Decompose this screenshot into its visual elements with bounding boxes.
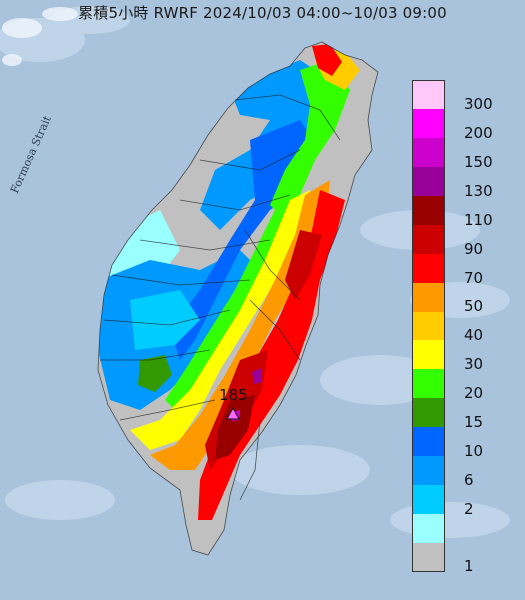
legend-label: 40	[464, 326, 484, 345]
legend-label: 150	[464, 152, 493, 171]
rain-zone-darkred	[285, 230, 322, 300]
legend-swatch	[412, 195, 445, 225]
legend-item: 200	[412, 108, 512, 142]
legend-label: 1	[464, 556, 474, 575]
legend-swatch	[412, 253, 445, 283]
map-title: 累積5小時 RWRF 2024/10/03 04:00~10/03 09:00	[78, 4, 447, 22]
legend-item: 20	[412, 369, 512, 403]
rain-zone-green-band	[165, 200, 300, 410]
legend-swatch	[412, 369, 445, 399]
legend-item: 150	[412, 137, 512, 171]
legend-item: 90	[412, 224, 512, 258]
rain-zone-orange	[150, 180, 330, 470]
legend-item: 300	[412, 80, 512, 113]
legend-swatch	[412, 485, 445, 515]
max-value-label: 185	[219, 386, 248, 404]
snow-cloud-patches	[2, 7, 78, 66]
legend-swatch	[412, 166, 445, 196]
legend-swatch	[412, 80, 445, 109]
legend-item: 50	[412, 282, 512, 316]
rain-zone-maroon	[215, 395, 255, 460]
legend-swatch	[412, 456, 445, 486]
legend-item: 110	[412, 195, 512, 229]
triangle-marker-icon	[226, 406, 240, 420]
legend-swatch	[412, 282, 445, 312]
legend-label: 10	[464, 442, 484, 461]
legend-item: 2	[412, 485, 512, 519]
legend-item: 10	[412, 427, 512, 461]
legend-swatch	[412, 311, 445, 341]
legend-label: 50	[464, 297, 484, 316]
rain-zone-green-central	[138, 355, 172, 392]
legend-item: 70	[412, 253, 512, 287]
rain-zone-lightblue	[130, 290, 200, 350]
rain-zone-green-north	[270, 60, 350, 215]
rain-zone-yellow	[130, 190, 310, 450]
legend-label: 200	[464, 123, 493, 142]
legend-item: 6	[412, 456, 512, 490]
legend-label: 110	[464, 210, 493, 229]
legend-swatch	[412, 224, 445, 254]
legend-item: 15	[412, 398, 512, 432]
legend-item: 130	[412, 166, 512, 200]
legend-item: 1	[412, 514, 512, 574]
legend-label: 2	[464, 500, 474, 519]
legend-label: 70	[464, 268, 484, 287]
legend-swatch	[412, 398, 445, 428]
legend-label: 90	[464, 239, 484, 258]
rain-zone-red-north	[312, 44, 342, 76]
legend-label: 300	[464, 94, 493, 113]
color-legend: 300 200 150 130 110 90 70 50 40 30 20 15 10 6 2 1	[412, 80, 512, 574]
legend-item: 30	[412, 340, 512, 374]
legend-swatch	[412, 108, 445, 138]
legend-swatch	[412, 427, 445, 457]
legend-label: 6	[464, 471, 474, 490]
legend-item: 40	[412, 311, 512, 345]
legend-swatch	[412, 543, 445, 572]
legend-label: 30	[464, 355, 484, 374]
legend-swatch	[412, 137, 445, 167]
legend-swatch	[412, 340, 445, 370]
legend-swatch	[412, 514, 445, 544]
legend-label: 130	[464, 181, 493, 200]
legend-label: 20	[464, 384, 484, 403]
legend-item	[412, 543, 512, 572]
boundary-lines	[97, 41, 379, 556]
rain-zone-purple	[252, 368, 262, 384]
legend-label: 15	[464, 413, 484, 432]
